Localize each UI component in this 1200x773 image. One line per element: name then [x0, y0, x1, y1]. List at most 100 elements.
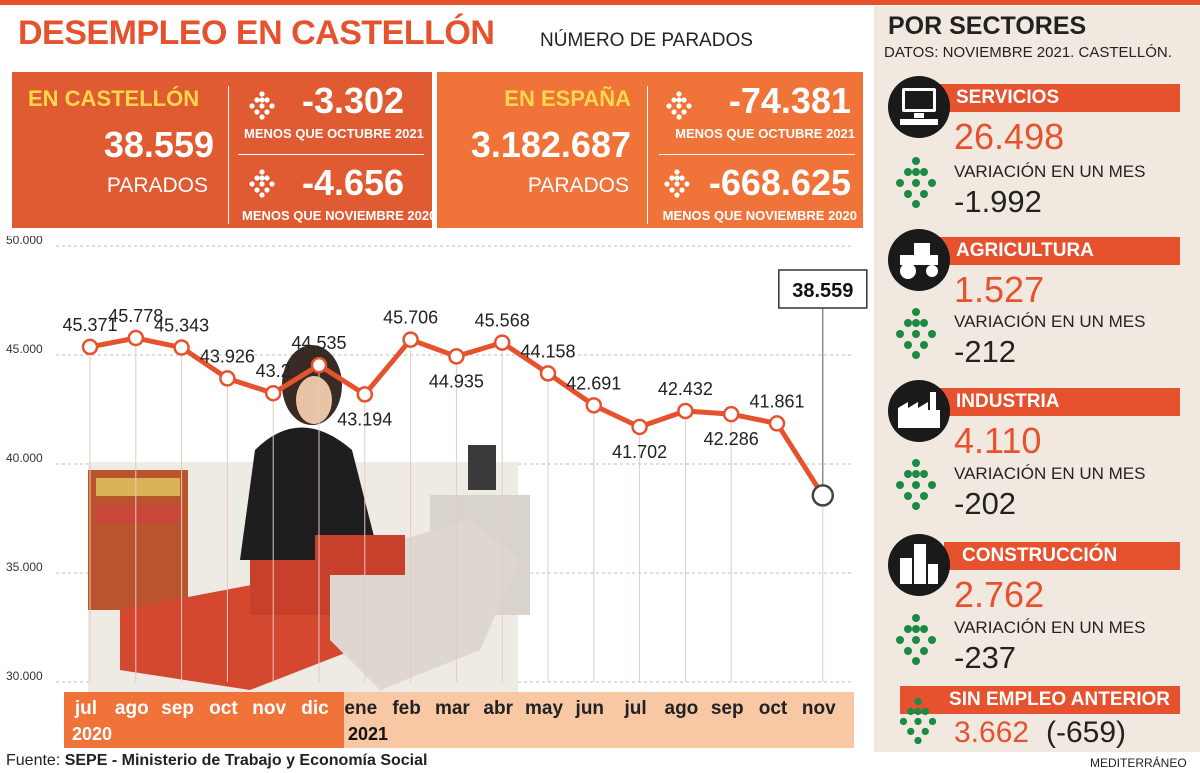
- espana-delta-month: -74.381: [728, 80, 851, 121]
- top-accent-bar: [0, 0, 1200, 5]
- sector-agricultura-label: AGRICULTURA: [940, 237, 1180, 265]
- x-tick-label: jul: [74, 698, 98, 719]
- buildings-icon: [900, 544, 938, 584]
- x-tick-label: may: [524, 698, 564, 719]
- source-text: SEPE - Ministerio de Trabajo y Economía …: [64, 752, 428, 769]
- data-point: [722, 405, 740, 423]
- x-tick-label: nov: [801, 698, 836, 719]
- data-point: [631, 418, 648, 436]
- x-tick-label: oct: [209, 698, 238, 719]
- castellon-total: 38.559: [103, 124, 214, 165]
- castellon-region-label: EN CASTELLÓN: [28, 86, 200, 111]
- highlight-box: [778, 269, 868, 309]
- y-tick-label: 50.000: [6, 236, 43, 247]
- down-arrow-icon: [896, 614, 936, 665]
- source-note: Fuente: SEPE - Ministerio de Trabajo y E…: [6, 752, 427, 770]
- espana-unit: PARADOS: [527, 174, 629, 197]
- computer-icon: [900, 88, 938, 125]
- data-label: 44.935: [429, 371, 484, 391]
- data-point: [493, 334, 511, 351]
- data-label: 43.2: [256, 361, 291, 381]
- data-point: [127, 329, 145, 347]
- sector-servicios-variation-label: VARIACIÓN EN UN MES: [954, 162, 1146, 181]
- x-tick-label: mar: [434, 698, 470, 719]
- data-point: [448, 348, 465, 365]
- x-tick-label: feb: [392, 698, 421, 719]
- down-arrow-icon: [896, 308, 936, 359]
- castellon-unit: PARADOS: [106, 174, 208, 197]
- data-point: [539, 365, 557, 382]
- castellon-delta-month: -3.302: [302, 80, 405, 121]
- x-tick-label: abr: [483, 698, 513, 719]
- year-band-2020: [64, 692, 344, 748]
- data-label: 45.568: [475, 311, 530, 331]
- data-point: [356, 386, 374, 403]
- y-tick-label: 45.000: [6, 342, 43, 356]
- data-label: 41.861: [749, 391, 804, 411]
- sector-servicios-value: 26.498: [954, 116, 1065, 157]
- data-point: [811, 484, 835, 507]
- sector-industria-icon-bg: [888, 380, 950, 442]
- x-tick-label: ago: [114, 698, 149, 719]
- data-label: 43.926: [200, 346, 255, 366]
- sector-agricultura-delta: -212: [954, 334, 1017, 369]
- sector-industria-label: INDUSTRIA: [940, 388, 1180, 416]
- divider: [228, 86, 229, 224]
- espana-delta-year-label: MENOS QUE NOVIEMBRE 2020: [662, 208, 857, 223]
- sector-servicios-delta: -1.992: [954, 184, 1042, 219]
- shop-worker-photo: [88, 345, 530, 692]
- source-prefix: Fuente:: [6, 752, 65, 769]
- divider: [238, 154, 424, 155]
- espana-region-label: EN ESPAÑA: [504, 86, 631, 111]
- sector-servicios-label: SERVICIOS: [940, 84, 1180, 112]
- data-label: 42.432: [658, 379, 713, 399]
- year-band-2021: [344, 692, 854, 748]
- y-tick-label: 30.000: [6, 669, 43, 683]
- y-tick-label: 35.000: [6, 560, 43, 574]
- data-label: 45.371: [62, 315, 117, 335]
- data-point: [310, 356, 328, 374]
- castellon-delta-year-label: MENOS QUE NOVIEMBRE 2020: [242, 208, 437, 223]
- sector-industria-delta: -202: [954, 486, 1017, 521]
- data-label: 45.706: [383, 308, 438, 328]
- data-label: 45.778: [108, 306, 163, 326]
- sector-sin-empleo-delta: (-659): [1046, 716, 1127, 749]
- down-arrow-icon: [899, 697, 937, 745]
- data-label: 44.535: [291, 333, 346, 353]
- sector-sin-empleo-label: SIN EMPLEO ANTERIOR: [900, 686, 1180, 714]
- sector-industria-value: 4.110: [954, 420, 1042, 461]
- down-arrow-icon: [664, 169, 690, 198]
- sector-construccion-variation-label: VARIACIÓN EN UN MES: [954, 618, 1146, 637]
- data-point: [173, 339, 190, 356]
- divider: [659, 154, 855, 155]
- data-point: [585, 397, 603, 414]
- castellon-delta-month-label: MENOS QUE OCTUBRE 2021: [244, 126, 424, 141]
- castellon-summary-box: EN CASTELLÓN 38.559 PARADOS -3.302 MENOS…: [12, 72, 436, 228]
- sector-sin-empleo-value: 3.662: [954, 716, 1030, 749]
- data-label: 44.158: [520, 341, 575, 361]
- data-point: [264, 384, 282, 402]
- factory-icon: [898, 392, 940, 428]
- x-tick-label: sep: [710, 698, 744, 719]
- data-point: [81, 338, 99, 356]
- sector-industria-variation-label: VARIACIÓN EN UN MES: [954, 464, 1146, 483]
- sector-construccion-value: 2.762: [954, 574, 1045, 615]
- down-arrow-icon: [249, 91, 275, 120]
- year-label-2021: 2021: [348, 724, 389, 744]
- data-label: 42.691: [566, 373, 621, 393]
- data-point: [219, 370, 236, 387]
- x-tick-label: oct: [758, 698, 788, 719]
- data-label: 42.286: [704, 429, 759, 449]
- x-tick-label: sep: [161, 698, 194, 719]
- page-title: DESEMPLEO EN CASTELLÓN: [18, 14, 495, 52]
- sector-agricultura-icon-bg: [888, 229, 950, 291]
- x-tick-label: ago: [664, 698, 699, 719]
- data-point: [677, 402, 694, 420]
- espana-summary-box: EN ESPAÑA 3.182.687 PARADOS -74.381 MENO…: [437, 72, 863, 228]
- credit: MEDITERRÁNEO: [1090, 756, 1187, 770]
- page-subtitle: NÚMERO DE PARADOS: [540, 30, 753, 51]
- sector-construccion-icon-bg: [888, 534, 950, 596]
- down-arrow-icon: [249, 169, 275, 198]
